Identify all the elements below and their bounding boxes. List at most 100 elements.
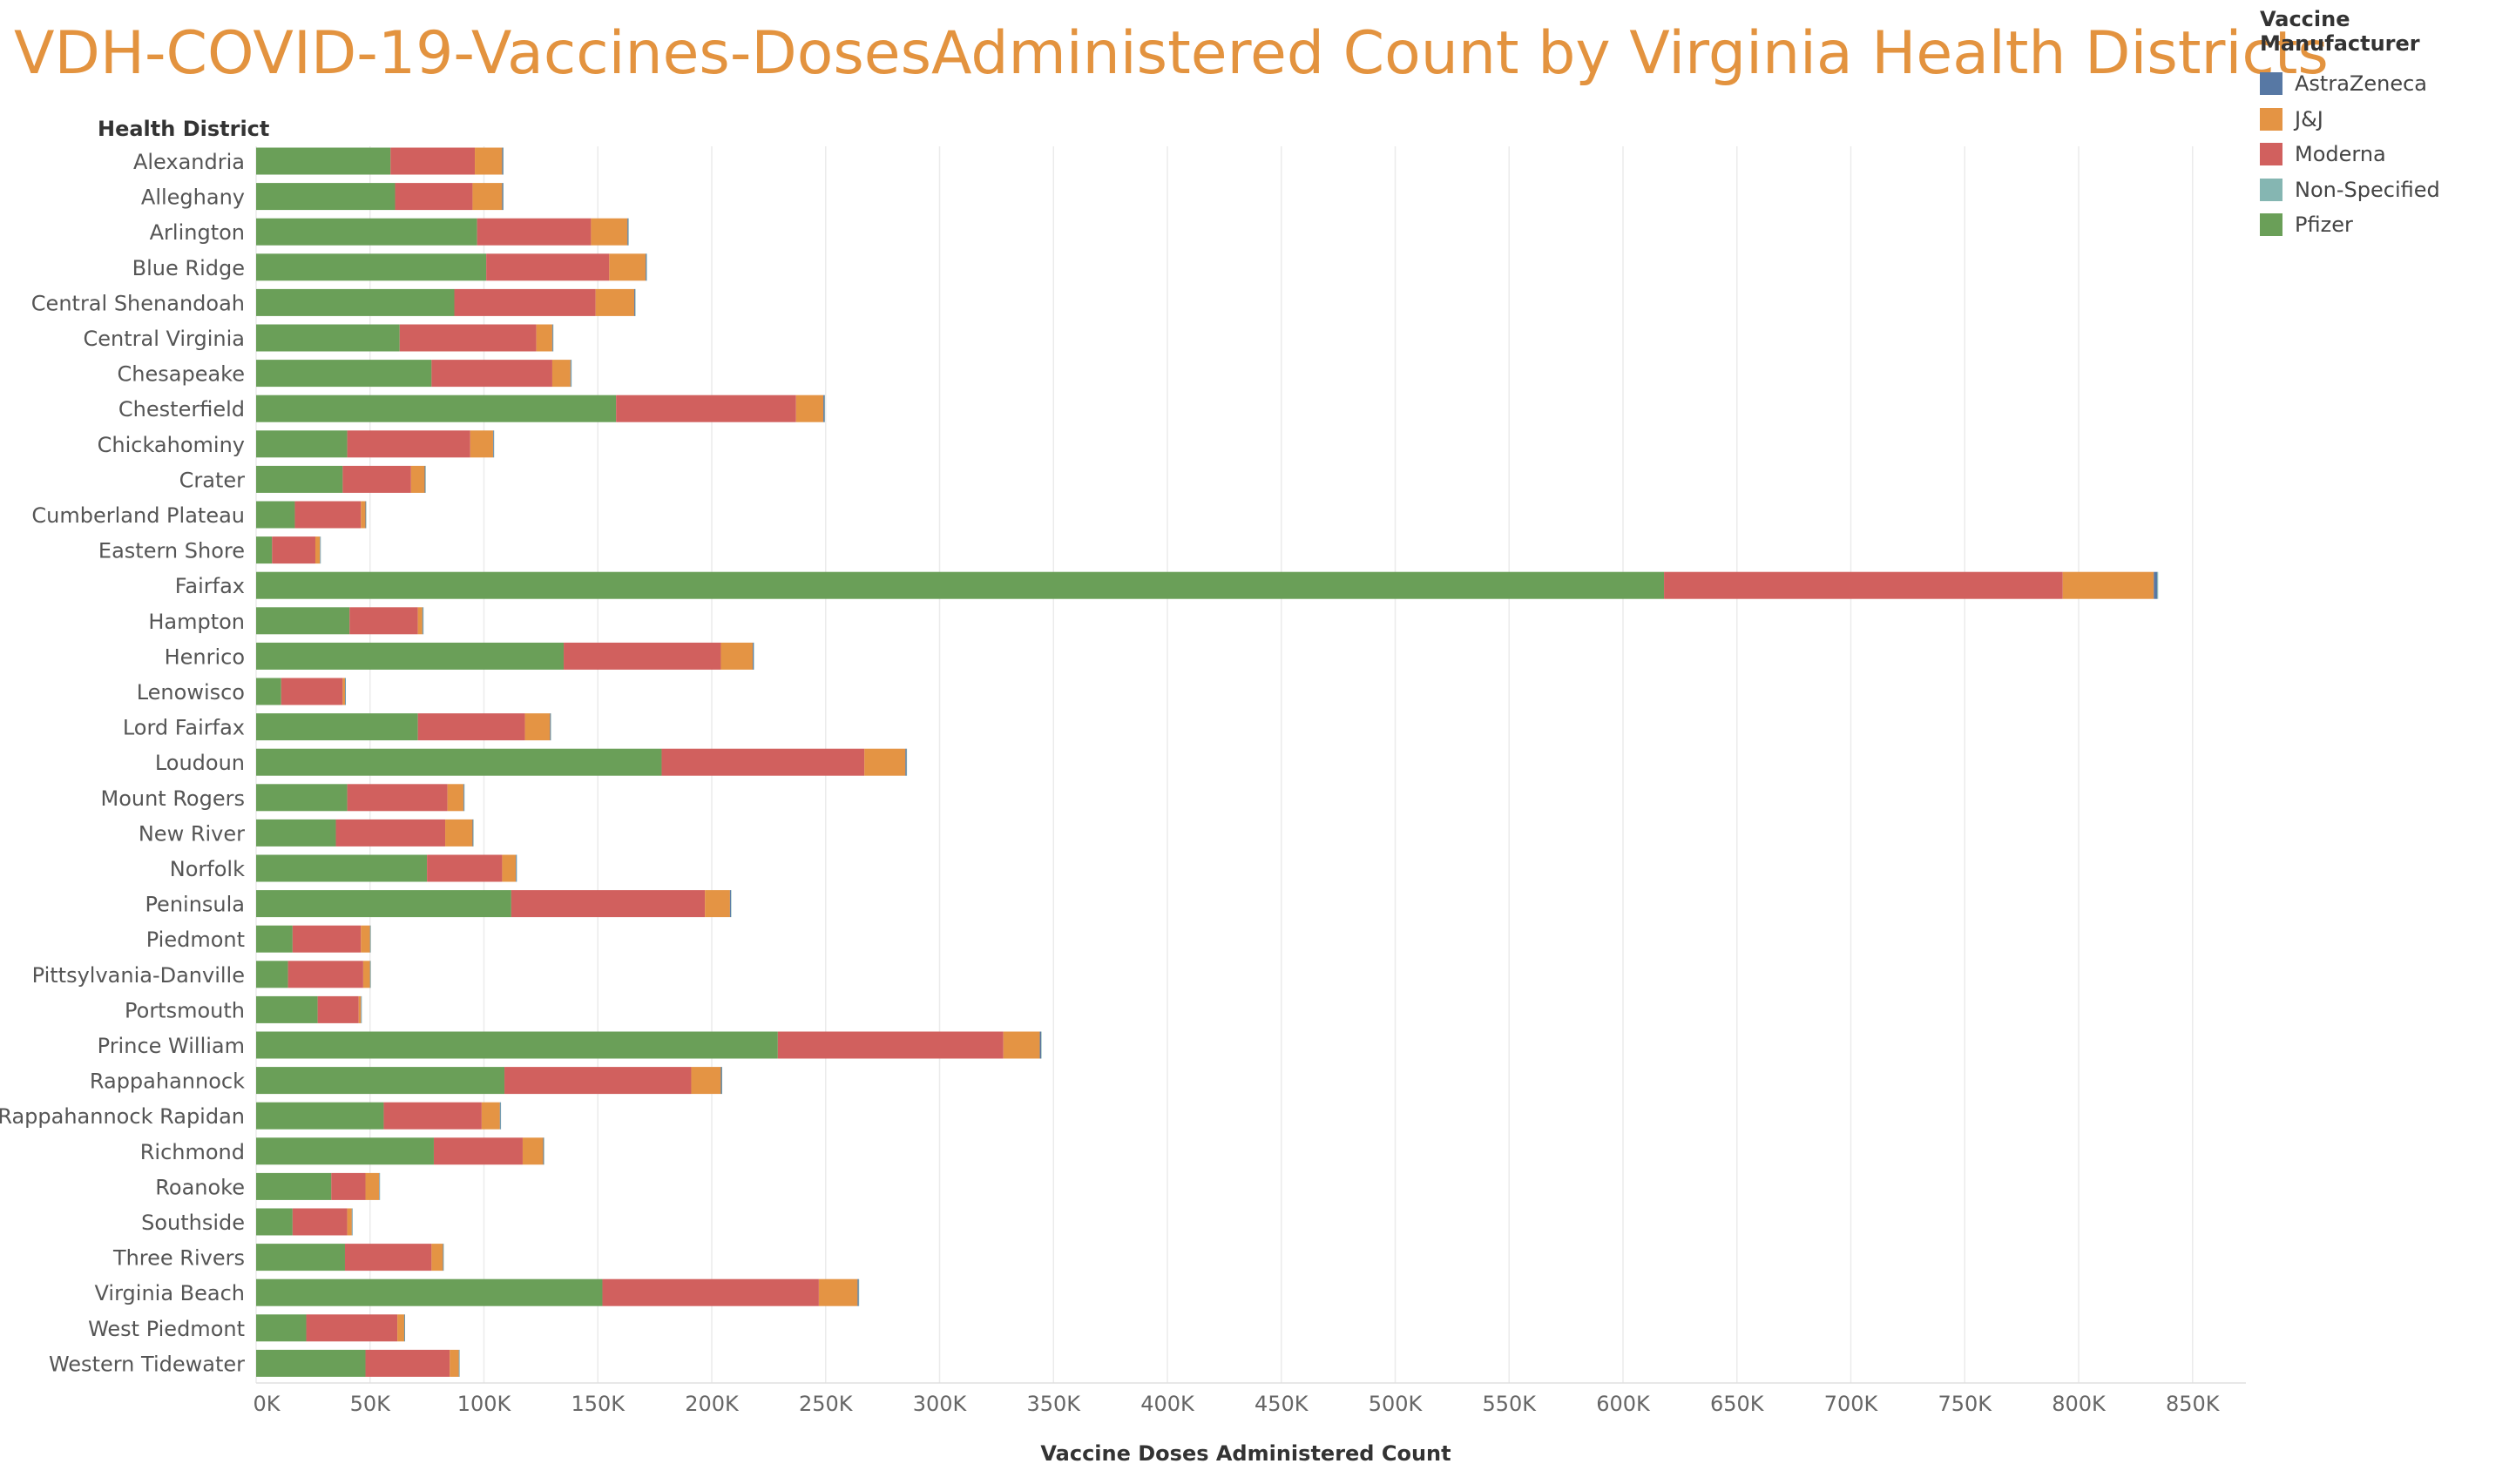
bar-segment-pfizer[interactable] [256,1314,307,1342]
bar-segment-pfizer[interactable] [256,819,336,847]
bar-segment-non-specified[interactable] [473,819,474,847]
bar-segment-non-specified[interactable] [730,890,732,918]
bar-segment-j-j[interactable] [447,784,463,812]
bar-segment-j-j[interactable] [818,1278,858,1306]
bar-segment-moderna[interactable] [399,324,537,352]
bar-segment-pfizer[interactable] [256,571,1665,599]
bar-segment-astrazeneca[interactable] [361,995,362,1023]
bar-segment-moderna[interactable] [602,1278,819,1306]
bar-segment-non-specified[interactable] [824,395,825,422]
bar-segment-j-j[interactable] [347,1208,352,1236]
bar-segment-astrazeneca[interactable] [499,1102,501,1130]
bar-segment-astrazeneca[interactable] [905,748,907,776]
bar-segment-moderna[interactable] [347,784,448,812]
bar-segment-j-j[interactable] [472,183,503,211]
bar-segment-pfizer[interactable] [256,501,295,529]
bar-segment-moderna[interactable] [365,1349,450,1377]
bar-segment-pfizer[interactable] [256,713,418,741]
bar-segment-non-specified[interactable] [423,607,424,635]
bar-segment-astrazeneca[interactable] [351,1208,353,1236]
bar-segment-moderna[interactable] [427,854,503,882]
bar-segment-astrazeneca[interactable] [729,890,731,918]
bar-segment-non-specified[interactable] [552,324,554,352]
bar-segment-pfizer[interactable] [256,288,455,316]
bar-segment-j-j[interactable] [445,819,473,847]
legend-item[interactable]: AstraZeneca [2260,66,2509,102]
bar-segment-non-specified[interactable] [858,1278,860,1306]
bar-segment-j-j[interactable] [481,1102,500,1130]
bar-segment-astrazeneca[interactable] [823,395,825,422]
bar-segment-non-specified[interactable] [345,678,347,705]
bar-segment-astrazeneca[interactable] [502,147,504,175]
bar-segment-moderna[interactable] [486,253,610,281]
bar-segment-moderna[interactable] [349,607,418,635]
bar-segment-moderna[interactable] [504,1067,692,1095]
bar-segment-astrazeneca[interactable] [516,854,517,882]
bar-segment-astrazeneca[interactable] [369,925,371,953]
bar-segment-pfizer[interactable] [256,1349,366,1377]
bar-segment-pfizer[interactable] [256,183,396,211]
bar-segment-j-j[interactable] [362,961,370,988]
bar-segment-moderna[interactable] [281,678,343,705]
bar-segment-moderna[interactable] [477,218,592,246]
bar-segment-pfizer[interactable] [256,961,288,988]
bar-segment-moderna[interactable] [616,395,796,422]
bar-segment-j-j[interactable] [431,1244,443,1272]
bar-segment-j-j[interactable] [502,854,517,882]
bar-segment-pfizer[interactable] [256,890,511,918]
bar-segment-non-specified[interactable] [500,1102,502,1130]
bar-segment-pfizer[interactable] [256,1208,293,1236]
bar-segment-j-j[interactable] [691,1067,721,1095]
legend-item[interactable]: J&J [2260,102,2509,138]
bar-segment-j-j[interactable] [705,890,730,918]
bar-segment-moderna[interactable] [1664,571,2063,599]
bar-segment-j-j[interactable] [361,501,366,529]
bar-segment-pfizer[interactable] [256,748,662,776]
bar-segment-astrazeneca[interactable] [403,1314,405,1342]
bar-segment-non-specified[interactable] [503,147,504,175]
bar-segment-non-specified[interactable] [635,288,636,316]
bar-segment-non-specified[interactable] [366,501,367,529]
bar-segment-non-specified[interactable] [443,1244,444,1272]
bar-segment-pfizer[interactable] [256,1244,345,1272]
bar-segment-non-specified[interactable] [493,430,495,458]
bar-segment-non-specified[interactable] [2157,571,2159,599]
bar-segment-astrazeneca[interactable] [1039,1031,1042,1059]
bar-segment-moderna[interactable] [294,501,362,529]
bar-segment-pfizer[interactable] [256,1067,505,1095]
bar-segment-j-j[interactable] [536,324,552,352]
bar-segment-pfizer[interactable] [256,360,432,388]
bar-segment-j-j[interactable] [342,678,345,705]
bar-segment-moderna[interactable] [347,430,470,458]
bar-segment-pfizer[interactable] [256,395,617,422]
bar-segment-pfizer[interactable] [256,1102,384,1130]
bar-segment-pfizer[interactable] [256,642,565,670]
bar-segment-pfizer[interactable] [256,784,348,812]
legend-item[interactable]: Non-Specified [2260,172,2509,208]
bar-segment-moderna[interactable] [395,183,473,211]
bar-segment-pfizer[interactable] [256,253,487,281]
bar-segment-moderna[interactable] [454,288,596,316]
bar-segment-astrazeneca[interactable] [857,1278,859,1306]
bar-segment-moderna[interactable] [777,1031,1004,1059]
bar-segment-astrazeneca[interactable] [365,501,367,529]
bar-segment-non-specified[interactable] [379,1172,381,1200]
bar-segment-j-j[interactable] [720,642,754,670]
bar-segment-non-specified[interactable] [404,1314,405,1342]
bar-segment-non-specified[interactable] [721,1067,723,1095]
bar-segment-j-j[interactable] [595,288,635,316]
bar-segment-moderna[interactable] [344,1244,432,1272]
bar-segment-pfizer[interactable] [256,1137,434,1165]
bar-segment-moderna[interactable] [292,925,362,953]
bar-segment-moderna[interactable] [383,1102,482,1130]
bar-segment-j-j[interactable] [609,253,646,281]
bar-segment-astrazeneca[interactable] [550,713,551,741]
bar-segment-j-j[interactable] [397,1314,404,1342]
bar-segment-non-specified[interactable] [463,784,465,812]
legend-item[interactable]: Pfizer [2260,207,2509,243]
bar-segment-astrazeneca[interactable] [627,218,629,246]
bar-segment-moderna[interactable] [417,713,525,741]
bar-segment-non-specified[interactable] [571,360,572,388]
bar-segment-non-specified[interactable] [370,961,371,988]
bar-segment-non-specified[interactable] [352,1208,353,1236]
